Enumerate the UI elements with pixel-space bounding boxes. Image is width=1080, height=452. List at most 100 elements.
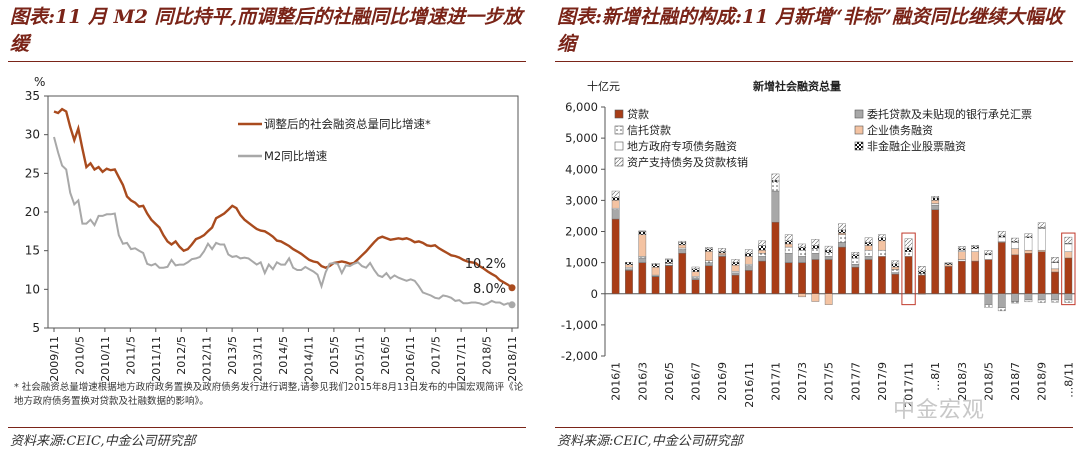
right-x-tick-label: 2017/5 (823, 362, 836, 401)
right-y-tick-label: 3,000 (565, 193, 598, 207)
bar-segment (638, 257, 647, 263)
bar-segment (625, 264, 633, 268)
bar-segment (971, 244, 980, 247)
bar-segment (931, 203, 940, 206)
m2-growth-line (53, 136, 513, 306)
left-line-chart: % 5 10 15 20 25 30 35 2009/11 2010/5 2010/11 2011/5… (25, 75, 519, 382)
bar-segment (851, 257, 860, 265)
tsf-end-marker (508, 284, 516, 292)
right-x-tick-label: 2016/5 (663, 362, 676, 401)
left-y-tick-label: 10 (25, 282, 40, 296)
legend-swatch (854, 125, 864, 135)
bar-segment (971, 246, 980, 249)
bar-segment (625, 268, 633, 271)
bar-segment (878, 240, 886, 251)
bar-segment (665, 263, 673, 266)
bar-segment (784, 234, 793, 242)
bar-segment (984, 254, 993, 260)
bar-segment (864, 249, 873, 257)
bar-segment (704, 260, 713, 263)
bar-segment (971, 251, 980, 262)
bar-segment (944, 262, 953, 264)
right-y-tick-label: 1,000 (565, 256, 598, 270)
right-x-tick-label: 2017/9 (876, 362, 889, 401)
bar-segment (1051, 299, 1059, 303)
bar-segment (651, 276, 660, 294)
legend-swatch (614, 125, 624, 135)
legend-swatch (614, 157, 624, 167)
right-y-tick-label: 0 (591, 287, 598, 301)
bar-segment (665, 259, 673, 264)
bar-segment (1011, 242, 1019, 249)
bar-segment (1024, 253, 1033, 294)
bar-segment (718, 251, 727, 254)
bar-segment (678, 247, 687, 250)
bar-segment (611, 207, 620, 210)
bar-segment (904, 256, 913, 294)
bar-segment (1064, 243, 1073, 252)
left-x-tick-label: 2018/5 (481, 336, 494, 375)
bar-segment (931, 197, 940, 201)
bar-segment (944, 266, 953, 294)
bar-segment (997, 236, 1006, 242)
bar-segment (678, 240, 687, 243)
bar-segment (957, 259, 966, 262)
bar-segment (851, 252, 860, 256)
tsf-end-label: 10.2% (465, 257, 506, 272)
bar-segment (864, 256, 873, 260)
legend-label: 企业债务融资 (867, 123, 933, 137)
bar-segment (744, 253, 753, 257)
bar-segment (997, 293, 1006, 308)
right-x-tick-label: 2016/7 (690, 362, 703, 401)
bar-segment (1024, 299, 1033, 303)
legend-swatch (854, 109, 864, 119)
bar-segment (824, 293, 833, 305)
bar-segment (824, 249, 833, 253)
bar-segment (851, 267, 860, 294)
left-x-tick-label: 2017/5 (430, 336, 443, 375)
legend-label: 地方政府专项债务融资 (627, 139, 737, 153)
left-source: 资料来源:CEIC,中金公司研究部 (10, 434, 196, 449)
bar-segment (931, 204, 940, 210)
right-y-tick-label: 4,000 (565, 162, 598, 176)
m2-end-marker (508, 301, 516, 309)
bar-segment (691, 279, 700, 294)
bar-segment (718, 252, 727, 256)
bar-segment (1051, 268, 1059, 273)
bar-segment (918, 270, 926, 274)
bar-segment (851, 254, 860, 259)
bar-segment (1064, 293, 1073, 301)
right-x-tick-label: 2018/7 (1009, 362, 1022, 401)
bar-segment (1037, 293, 1046, 301)
left-y-tick-label: 20 (25, 205, 40, 219)
right-x-tick-label: 2018/3 (956, 362, 969, 401)
bar-segment (944, 264, 953, 267)
bar-segment (1064, 236, 1073, 244)
bar-segment (744, 265, 753, 271)
bar-segment (704, 262, 713, 266)
bar-segment (731, 274, 740, 294)
bar-segment (904, 247, 913, 252)
bar-segment (1037, 228, 1046, 251)
bar-segment (918, 273, 926, 276)
bar-segment (891, 273, 900, 294)
bar-segment (1024, 249, 1033, 254)
legend-label: 资产支持债务及贷款核销 (627, 155, 748, 169)
bar-segment (638, 262, 647, 294)
bar-segment (665, 258, 673, 261)
bar-segment (798, 243, 806, 248)
bar-segment (878, 237, 886, 242)
bar-segment (1011, 293, 1019, 302)
bar-segment (957, 246, 966, 249)
bar-segment (758, 253, 766, 257)
bar-segment (798, 249, 806, 257)
right-x-tick-label: 2016/1 (610, 362, 623, 401)
bar-segment (997, 242, 1006, 294)
bar-segment (704, 247, 713, 250)
bar-segment (1024, 293, 1033, 301)
bar-segment (691, 266, 700, 270)
bar-segment (1037, 222, 1046, 228)
bar-segment (944, 263, 953, 266)
bar-segment (838, 234, 846, 243)
right-x-tick-label: 2017/11 (903, 362, 916, 408)
